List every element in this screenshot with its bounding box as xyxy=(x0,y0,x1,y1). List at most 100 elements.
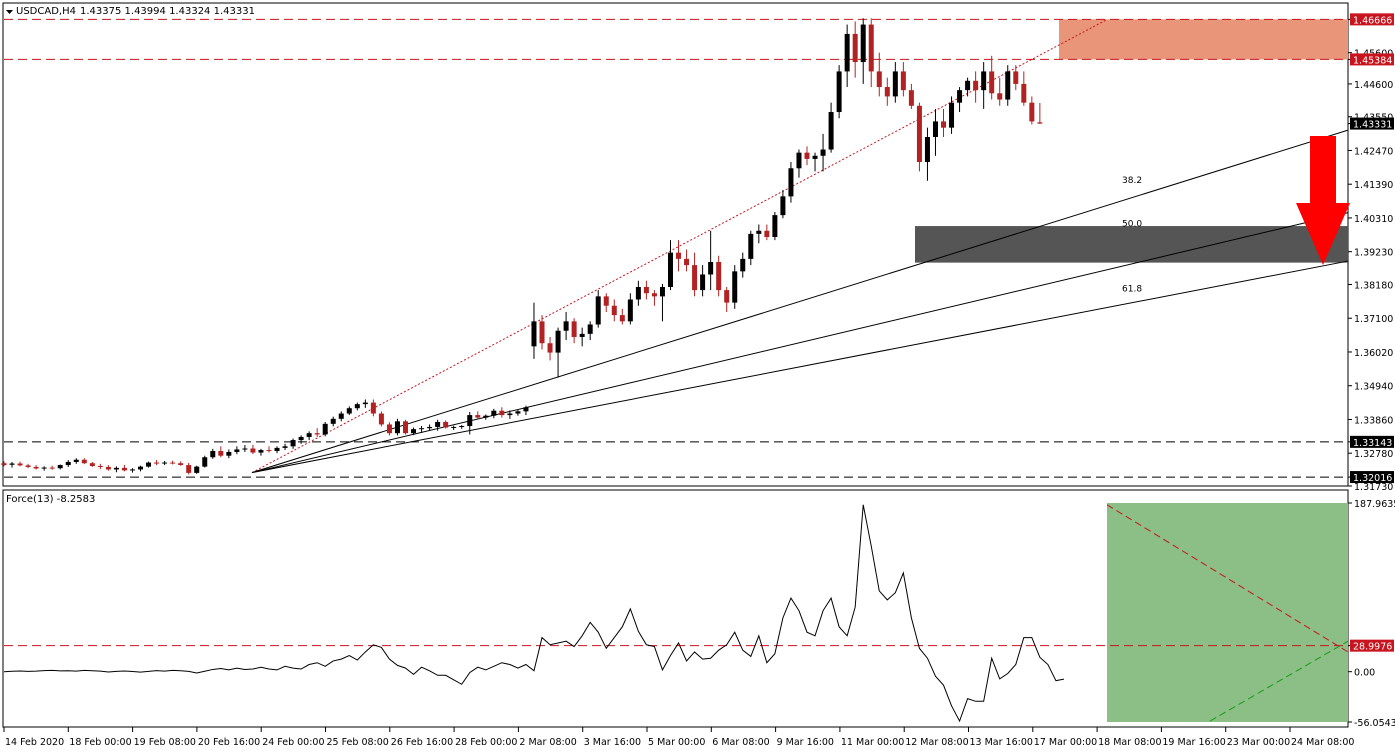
candle-body xyxy=(386,424,392,434)
candle-body xyxy=(603,296,609,306)
candle-body xyxy=(250,448,256,453)
force-y-tick-label: -56.0543 xyxy=(1354,718,1395,729)
price-badge xyxy=(1350,53,1394,66)
y-tick-label: 1.44600 xyxy=(1354,80,1393,91)
candle-body xyxy=(403,421,408,434)
candle-body xyxy=(531,321,537,347)
y-tick-label: 1.31730 xyxy=(1354,482,1393,493)
zones xyxy=(915,19,1348,722)
candle-body xyxy=(218,451,224,456)
price-badge-label: 1.32016 xyxy=(1353,473,1392,484)
force-indicator-zone xyxy=(1107,503,1348,722)
x-tick-label: 12 Mar 08:00 xyxy=(905,737,968,748)
candle-body xyxy=(451,426,457,428)
candle-body xyxy=(708,261,714,275)
candle-body xyxy=(17,463,23,466)
candle-body xyxy=(9,463,15,465)
x-tick-label: 25 Feb 08:00 xyxy=(327,737,389,748)
candle-body xyxy=(635,286,641,300)
dropdown-triangle-icon[interactable] xyxy=(6,10,13,14)
candle-body xyxy=(459,426,465,428)
y-tick-label: 1.32780 xyxy=(1354,449,1393,460)
candle-body xyxy=(1013,71,1019,84)
candle-body xyxy=(932,121,938,138)
force-level-badge xyxy=(1350,639,1394,652)
candle-body xyxy=(330,418,336,424)
candle-body xyxy=(1037,122,1043,124)
x-tick-label: 9 Mar 16:00 xyxy=(777,737,834,748)
down-arrow xyxy=(1296,136,1350,265)
price-badge-label: 1.46666 xyxy=(1353,15,1392,26)
candle-body xyxy=(844,33,850,72)
candle-body xyxy=(868,24,874,72)
candle-body xyxy=(900,71,906,91)
candle-body xyxy=(210,451,216,458)
x-tick-label: 18 Feb 00:00 xyxy=(69,737,131,748)
candle-body xyxy=(1,463,7,466)
candle-body xyxy=(796,152,802,169)
x-tick-label: 14 Feb 2020 xyxy=(5,737,64,748)
y-tick-label: 1.34940 xyxy=(1354,382,1393,393)
candle-body xyxy=(113,467,119,470)
candle-body xyxy=(595,296,601,325)
candle-body xyxy=(41,467,47,469)
candle-body xyxy=(643,286,649,294)
candle-body xyxy=(33,466,39,469)
candle-body xyxy=(667,252,673,287)
x-tick-label: 26 Feb 16:00 xyxy=(391,737,453,748)
candle-body xyxy=(981,71,987,91)
x-tick-label: 24 Mar 08:00 xyxy=(1291,737,1354,748)
x-tick-label: 6 Mar 08:00 xyxy=(712,737,769,748)
candle-body xyxy=(828,112,834,150)
x-tick-label: 3 Mar 16:00 xyxy=(584,737,641,748)
candle-body xyxy=(563,321,569,331)
x-tick-label: 23 Mar 00:00 xyxy=(1227,737,1290,748)
candle-body xyxy=(852,33,858,63)
candle-body xyxy=(162,462,168,464)
force-line-series xyxy=(3,504,1065,723)
horizontal-levels xyxy=(4,18,1348,647)
candlestick-series xyxy=(1,18,1043,475)
x-tick-label: 5 Mar 00:00 xyxy=(648,737,705,748)
fan-line-50 xyxy=(251,212,1349,474)
candle-body xyxy=(820,149,826,156)
x-tick-label: 20 Feb 16:00 xyxy=(198,737,260,748)
price-badge-label: 1.33143 xyxy=(1353,438,1392,449)
candle-body xyxy=(419,428,425,430)
candle-body xyxy=(138,466,144,470)
candle-body xyxy=(121,467,127,471)
candle-body xyxy=(780,196,786,216)
x-tick-label: 18 Mar 08:00 xyxy=(1098,737,1161,748)
candle-body xyxy=(186,465,192,473)
candle-body xyxy=(97,466,103,468)
candle-body xyxy=(346,408,352,414)
candle-body xyxy=(314,433,320,435)
x-tick-label: 11 Mar 00:00 xyxy=(841,737,904,748)
candle-body xyxy=(170,462,176,464)
y-tick-label: 1.39230 xyxy=(1354,248,1393,259)
x-tick-label: 24 Feb 00:00 xyxy=(262,737,324,748)
candle-body xyxy=(764,230,770,238)
indicator-label: Force(13) -8.2583 xyxy=(6,494,95,505)
price-badge-label: 1.43331 xyxy=(1353,120,1392,131)
candle-body xyxy=(65,461,71,466)
candle-body xyxy=(732,271,738,303)
y-tick-label: 1.38180 xyxy=(1354,280,1393,291)
y-tick-label: 1.36020 xyxy=(1354,348,1393,359)
candle-body xyxy=(973,80,979,91)
candle-body xyxy=(579,333,585,337)
candle-body xyxy=(965,80,971,91)
candle-body xyxy=(804,152,810,159)
force-y-tick-label: 0.00 xyxy=(1354,668,1375,679)
candle-body xyxy=(772,215,778,238)
candle-body xyxy=(1021,83,1027,103)
candle-body xyxy=(916,105,922,163)
candle-body xyxy=(443,421,449,428)
candle-body xyxy=(619,315,625,322)
candle-body xyxy=(146,462,152,467)
candle-body xyxy=(788,168,794,197)
candle-body xyxy=(435,421,441,427)
price-badge xyxy=(1350,13,1394,26)
candle-body xyxy=(290,440,296,447)
